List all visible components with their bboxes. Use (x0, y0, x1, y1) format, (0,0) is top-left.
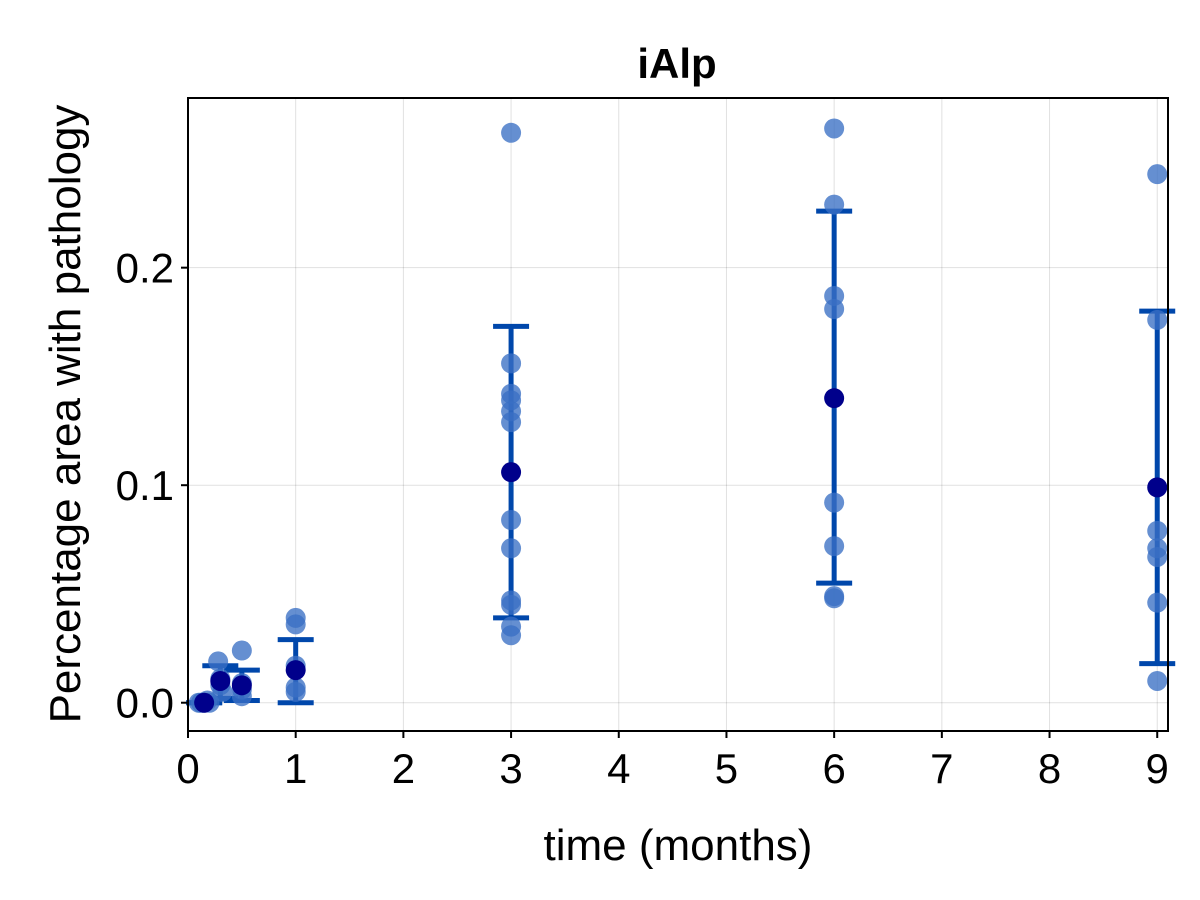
error-bars (186, 208, 1176, 706)
data-point (1147, 309, 1168, 330)
x-tick-label: 5 (715, 745, 738, 792)
data-point (285, 614, 306, 635)
data-points (188, 118, 1168, 713)
data-point (1147, 164, 1168, 185)
x-tick-label: 8 (1038, 745, 1061, 792)
data-point (824, 194, 845, 215)
mean-points (194, 388, 1168, 713)
data-point (824, 492, 845, 513)
chart-title: iAlp (637, 40, 716, 87)
data-point (1147, 592, 1168, 613)
y-axis-label: Percentage area with pathology (41, 105, 90, 724)
data-point (824, 588, 845, 609)
mean-point (824, 388, 845, 409)
plot-frame (187, 97, 1169, 732)
data-point (501, 412, 522, 433)
data-point (501, 353, 522, 374)
y-tick-label: 0.2 (116, 245, 174, 292)
mean-point (231, 675, 252, 696)
mean-point (1147, 477, 1168, 498)
axis-ticks: 0 1 2 3 4 5 6 7 8 9 0.0 0.1 0.2 (116, 245, 1169, 792)
x-tick-label: 3 (499, 745, 522, 792)
data-point (1147, 546, 1168, 567)
y-tick-label: 0.0 (116, 680, 174, 727)
x-tick-label: 0 (176, 745, 199, 792)
data-point (501, 625, 522, 646)
data-point (208, 651, 229, 672)
data-point (501, 594, 522, 615)
data-point (824, 536, 845, 557)
data-point (824, 299, 845, 319)
y-tick-label: 0.1 (116, 462, 174, 509)
mean-point (285, 660, 306, 681)
data-point (824, 118, 845, 139)
x-tick-label: 1 (284, 745, 307, 792)
x-tick-label: 6 (822, 745, 845, 792)
mean-point (194, 692, 215, 713)
x-tick-label: 4 (607, 745, 630, 792)
data-point (1147, 520, 1168, 541)
data-point (501, 122, 522, 143)
data-point (285, 681, 306, 702)
data-point (231, 640, 252, 661)
x-tick-label: 2 (392, 745, 415, 792)
data-point (501, 510, 522, 530)
mean-point (501, 462, 522, 483)
mean-point (210, 670, 231, 691)
data-point (1147, 670, 1168, 691)
data-point (501, 538, 522, 559)
x-axis-label: time (months) (544, 821, 813, 870)
x-tick-label: 9 (1146, 745, 1169, 792)
grid-lines (187, 98, 1168, 731)
x-tick-label: 7 (930, 745, 953, 792)
